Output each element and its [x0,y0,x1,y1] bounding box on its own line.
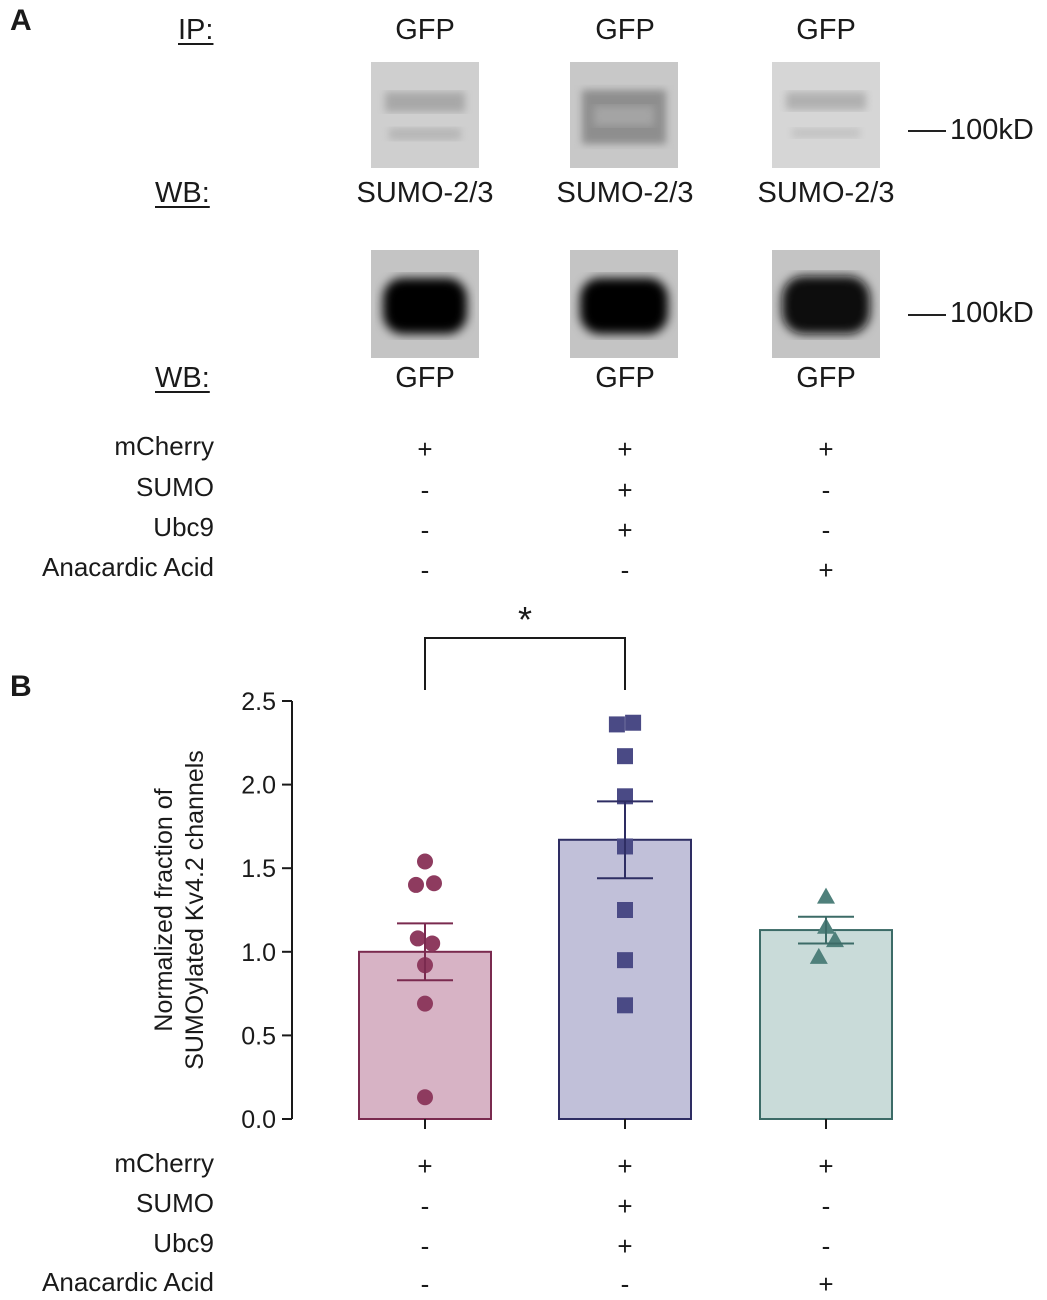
b-sign-mcherry-1: + [417,1151,433,1181]
y-axis-label-line2: SUMOylated Kv4.2 channels [181,750,209,1070]
y-tick-label: 1.0 [241,939,276,967]
ip-target-2: GFP [595,14,655,46]
wb-label-gfp: WB: [155,362,210,394]
b-condition-label-ubc9: Ubc9 [153,1228,214,1258]
condition-label-ubc9: Ubc9 [153,512,214,542]
wb-gfp-target-3: GFP [796,362,856,394]
wb-gfp-target-2: GFP [595,362,655,394]
sign-sumo-3: - [821,475,831,505]
y-tick-label: 0.0 [241,1106,276,1134]
marker-label-top: 100kD [950,114,1034,146]
data-point-square [608,716,625,733]
marker-line-top [908,130,946,132]
ip-label: IP: [178,14,214,46]
sign-anacardic-2: - [620,555,630,585]
data-point-circle [424,935,441,952]
sumo-blot-2 [570,62,678,168]
b-sign-sumo-1: - [420,1191,430,1221]
b-sign-anacardic-3: + [818,1269,834,1299]
sign-mcherry-2: + [617,434,633,464]
y-tick-label: 0.5 [241,1022,276,1050]
y-axis-label-line1: Normalized fraction of [150,788,178,1031]
b-sign-ubc9-2: + [617,1231,633,1261]
sumo-blot-3 [772,62,880,168]
data-point-square [617,952,633,969]
b-sign-mcherry-2: + [617,1151,633,1181]
marker-line-bottom [908,314,946,316]
data-point-square [617,997,633,1014]
sign-sumo-1: - [420,475,430,505]
b-sign-ubc9-3: - [821,1231,831,1261]
bar-2 [558,838,692,1120]
condition-label-mcherry: mCherry [114,431,214,461]
sign-anacardic-1: - [420,555,430,585]
data-point-triangle [817,887,835,904]
sign-sumo-2: + [617,475,633,505]
y-tick-label: 2.0 [241,772,276,800]
bar-chart: * 0.0 0.5 1.0 1.5 2.0 2.5 Normalized fraction… [150,599,893,1134]
panel-a-letter: A [10,4,32,37]
panel-b-letter: B [10,670,32,703]
data-point-circle [426,875,442,892]
significance-bracket [424,637,626,690]
y-tick-label: 2.5 [241,688,276,716]
b-condition-label-sumo: SUMO [136,1188,214,1218]
data-point-square [625,714,642,731]
wb-sumo-target-3: SUMO-2/3 [757,177,895,209]
significance-star: * [518,599,532,640]
b-sign-ubc9-1: - [420,1231,430,1261]
sumo-blot-1 [371,62,479,168]
gfp-blot-1 [371,250,479,358]
ip-target-3: GFP [796,14,856,46]
gfp-blot-2 [570,250,678,358]
b-sign-sumo-3: - [821,1191,831,1221]
sign-ubc9-2: + [617,515,633,545]
b-sign-sumo-2: + [617,1191,633,1221]
marker-label-bottom: 100kD [950,297,1034,329]
b-condition-label-mcherry: mCherry [114,1148,214,1178]
sign-mcherry-3: + [818,434,834,464]
sign-ubc9-1: - [420,515,430,545]
sign-ubc9-3: - [821,515,831,545]
y-tick-label: 1.5 [241,855,276,883]
condition-label-sumo: SUMO [136,472,214,502]
data-point-circle [409,930,426,947]
wb-sumo-target-1: SUMO-2/3 [356,177,494,209]
sign-mcherry-1: + [417,434,433,464]
condition-label-anacardic: Anacardic Acid [42,552,214,582]
wb-label-sumo: WB: [155,177,210,209]
data-point-circle [417,853,433,870]
data-point-square [617,788,633,805]
gfp-blot-3 [772,250,880,358]
bar-3 [759,929,893,1120]
b-sign-anacardic-2: - [620,1269,630,1299]
data-point-circle [417,1089,433,1106]
b-condition-label-anacardic: Anacardic Acid [42,1267,214,1297]
b-sign-mcherry-3: + [818,1151,834,1181]
data-point-square [617,748,633,765]
wb-sumo-target-2: SUMO-2/3 [556,177,694,209]
data-point-square [617,902,633,918]
ip-target-1: GFP [395,14,455,46]
sign-anacardic-3: + [818,555,834,585]
data-point-circle [408,876,424,893]
data-point-triangle [809,947,828,964]
data-point-circle [417,995,433,1012]
wb-gfp-target-1: GFP [395,362,455,394]
b-sign-anacardic-1: - [420,1269,430,1299]
